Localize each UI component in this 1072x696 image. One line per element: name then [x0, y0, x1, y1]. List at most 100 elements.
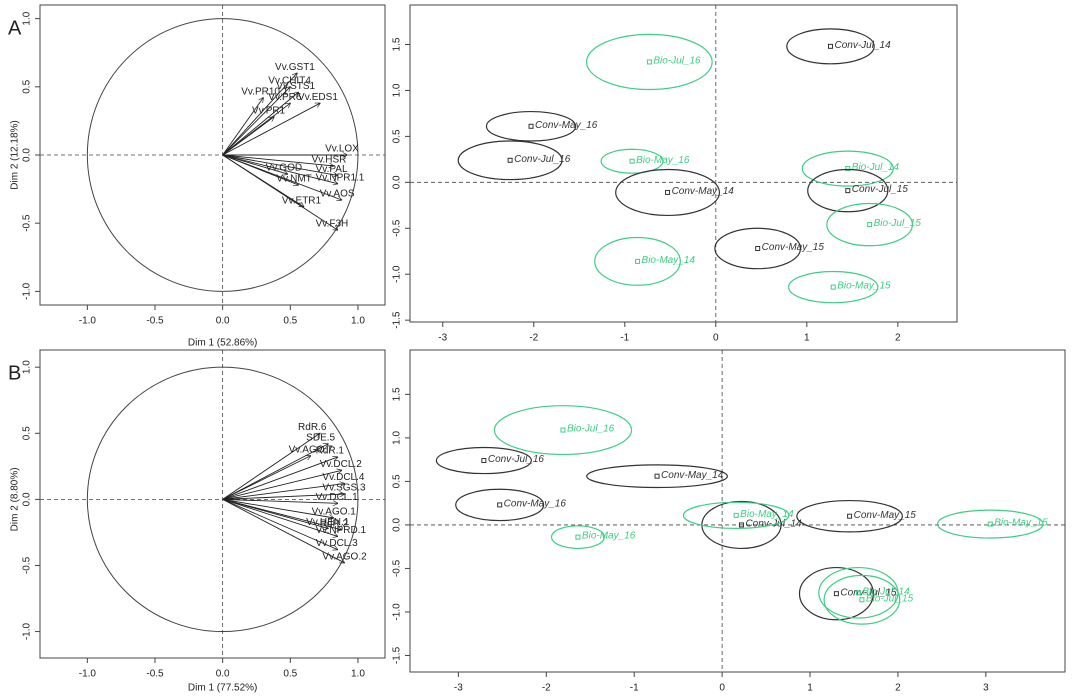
confidence-ellipse [786, 28, 875, 65]
point-label: Bio-May_14 [740, 509, 794, 520]
x-tick-label: 0.0 [216, 316, 230, 327]
x-tick-label: 2 [895, 683, 901, 694]
x-tick-label: 0.5 [283, 316, 297, 327]
x-tick-label: -0.5 [146, 669, 164, 680]
variable-arrow [222, 154, 338, 175]
variable-arrow [222, 498, 345, 562]
y-tick-label: 0.0 [22, 148, 33, 162]
point-label: Bio-Jul_15 [866, 593, 914, 604]
variable-label: Vv.STS1 [276, 81, 315, 92]
point-label: Bio-Jul_14 [852, 162, 900, 173]
point-marker [646, 59, 652, 65]
point-marker [987, 521, 993, 527]
confidence-ellipse [615, 168, 721, 217]
confidence-ellipse [801, 150, 894, 187]
point-label: Bio-May_15 [994, 518, 1048, 529]
variable-arrow [222, 470, 342, 500]
plot-frame [39, 349, 386, 659]
variable-label: RdR.6 [298, 422, 327, 433]
y-tick-label: 0.5 [392, 474, 403, 488]
y-tick-label: 1.0 [22, 11, 33, 25]
variable-arrow [222, 498, 342, 529]
y-tick-label: -1.5 [392, 311, 403, 329]
y-tick-label: 0.5 [22, 79, 33, 93]
point-label: Bio-Jul_16 [653, 56, 701, 67]
point-marker [830, 284, 836, 290]
variable-arrow [222, 154, 342, 200]
confidence-ellipse [682, 501, 790, 530]
x-tick-label: -0.5 [146, 316, 164, 327]
x-tick-label: 1.0 [351, 669, 365, 680]
variable-label: Vv.SGS.3 [322, 483, 366, 494]
panel-label: A [8, 17, 22, 39]
confidence-ellipse [826, 202, 914, 247]
x-tick-label: -1.0 [79, 316, 97, 327]
y-tick-label: 1.0 [392, 431, 403, 445]
point-marker [481, 458, 487, 464]
point-marker [497, 502, 503, 508]
variable-arrow [222, 456, 311, 500]
variable-arrow [222, 73, 297, 156]
variable-label: Vv.DCL.2 [320, 459, 362, 470]
y-tick-label: -0.5 [22, 214, 33, 232]
point-marker [629, 158, 635, 164]
confidence-ellipse [550, 525, 605, 550]
x-axis-title: Dim 1 (77.52%) [188, 683, 257, 694]
variable-arrow [222, 117, 274, 156]
confidence-ellipse [714, 227, 802, 270]
y-tick-label: 0.5 [22, 426, 33, 440]
point-label: Conv-Jul_14 [834, 40, 891, 51]
y-tick-label: -1.0 [392, 265, 403, 283]
variable-label: Vv.AGO.1 [312, 507, 357, 518]
x-tick-label: -1 [620, 333, 629, 344]
variable-label: Vv.PR6 [268, 92, 302, 103]
point-marker [560, 427, 566, 433]
x-tick-label: 0.0 [216, 669, 230, 680]
point-label: Conv-May_14 [672, 186, 735, 197]
variable-label: RdR.1 [316, 446, 345, 457]
confidence-ellipse [788, 270, 879, 304]
y-tick-label: 0.0 [392, 518, 403, 532]
confidence-ellipse [585, 33, 713, 91]
confidence-ellipse [493, 405, 633, 456]
point-label: Bio-May_15 [837, 281, 891, 292]
point-marker [845, 166, 851, 172]
y-tick-label: 0.0 [392, 175, 403, 189]
point-marker [654, 473, 660, 479]
x-tick-label: 1 [807, 683, 813, 694]
y-tick-label: 0.0 [22, 492, 33, 506]
variable-label: Vv.HSR [312, 155, 347, 166]
y-tick-label: 1.0 [392, 83, 403, 97]
point-label: Conv-Jul_16 [514, 154, 571, 165]
variable-arrow [222, 498, 338, 536]
variable-label: Vv.LOX [325, 144, 359, 155]
confidence-ellipse [798, 566, 874, 621]
point-label: Bio-May_16 [582, 531, 636, 542]
point-marker [635, 258, 641, 264]
point-marker [733, 512, 739, 518]
confidence-ellipse [457, 140, 563, 181]
y-tick-label: 1.5 [392, 37, 403, 51]
variable-arrow [222, 494, 345, 500]
variable-label: Vv.AOS [320, 189, 355, 200]
variable-label: Vv.ETR1 [282, 195, 322, 206]
point-marker [528, 123, 534, 129]
variable-label: Vv.GST1 [275, 62, 315, 73]
confidence-ellipse [435, 446, 532, 475]
variable-label: Vv.GOD [266, 163, 302, 174]
x-tick-label: 1.0 [351, 316, 365, 327]
point-marker [665, 189, 671, 195]
variable-arrow [222, 154, 338, 184]
variable-label: Vv.PR1 [252, 105, 286, 116]
y-tick-label: -1.0 [22, 282, 33, 300]
x-tick-label: 0 [719, 683, 725, 694]
variable-label: Vv.DCL.3 [316, 538, 358, 549]
y-tick-label: 1.5 [392, 387, 403, 401]
y-axis-title: Dim 2 (12.18%) [10, 120, 21, 189]
x-axis-title: Dim 1 (52.86%) [188, 338, 257, 349]
x-tick-label: 2 [895, 333, 901, 344]
point-marker [855, 590, 861, 596]
point-label: Conv-May_15 [762, 242, 825, 253]
panel-label: B [8, 362, 21, 384]
